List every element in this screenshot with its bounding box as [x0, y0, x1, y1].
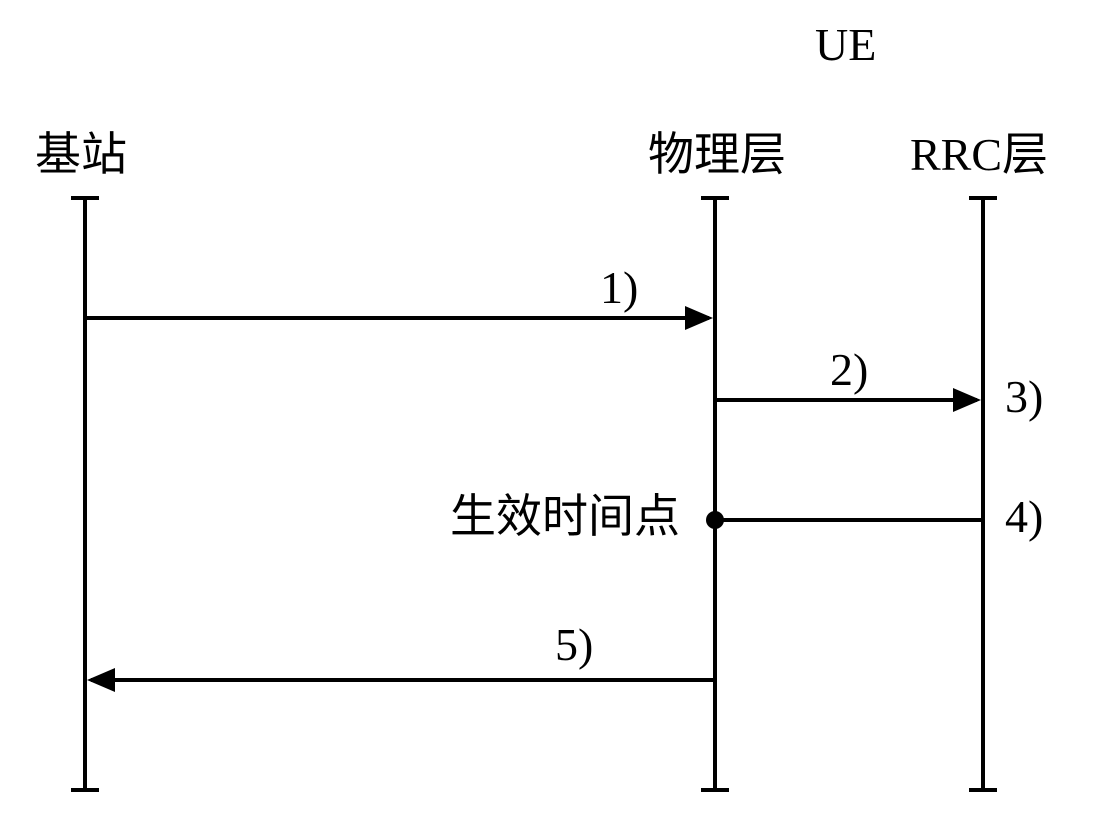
step-2: 2) [830, 344, 868, 395]
step-4: 4) [1005, 491, 1043, 542]
step-1: 1) [600, 262, 638, 313]
step-3: 3) [1005, 371, 1043, 422]
sequence-diagram: UE 基站 物理层 RRC层 1) 2) 3) 4) 5) 生效时间点 [0, 0, 1093, 823]
label-ue: UE [815, 19, 876, 70]
effective-dot [706, 511, 724, 529]
label-effective: 生效时间点 [450, 491, 680, 542]
label-phy: 物理层 [648, 129, 786, 180]
label-rrc: RRC层 [910, 129, 1048, 180]
label-base-station: 基站 [35, 129, 127, 180]
step-5: 5) [555, 619, 593, 670]
